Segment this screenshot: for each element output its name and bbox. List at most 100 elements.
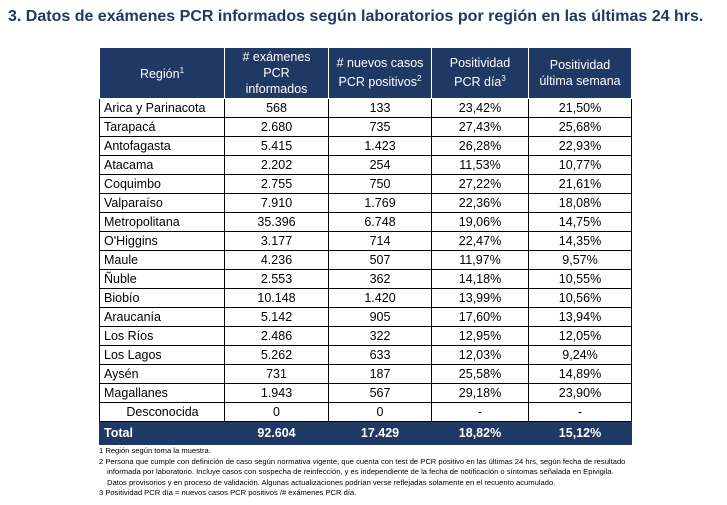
cell-region: Arica y Parinacota xyxy=(99,98,225,118)
cell-exams: 1.943 xyxy=(224,383,329,403)
cell-new-cases: 362 xyxy=(328,269,432,289)
table-row: Valparaíso 7.910 1.769 22,36% 18,08% xyxy=(99,193,632,213)
table-header-row: Región1 # exámenes PCR informados # nuevo… xyxy=(99,47,632,99)
cell-positivity-week: 21,61% xyxy=(528,174,632,194)
cell-new-cases: 254 xyxy=(328,155,432,175)
table-row: Metropolitana 35.396 6.748 19,06% 14,75% xyxy=(99,212,632,232)
cell-region: Tarapacá xyxy=(99,117,225,137)
cell-exams: 7.910 xyxy=(224,193,329,213)
cell-new-cases: 735 xyxy=(328,117,432,137)
footnote-2-cont: informada por laboratorio. Incluye casos… xyxy=(107,467,614,477)
cell-positivity-day: 29,18% xyxy=(431,383,529,403)
cell-exams: 0 xyxy=(224,402,329,422)
cell-positivity-week: 14,89% xyxy=(528,364,632,384)
table-row: Arica y Parinacota 568 133 23,42% 21,50% xyxy=(99,98,632,118)
cell-positivity-week: 21,50% xyxy=(528,98,632,118)
footnote-2-cont-2: Datos provisorios y en proceso de valida… xyxy=(107,477,556,487)
header-positivity-day: Positividad PCR día3 xyxy=(431,47,529,99)
footnote-3: 3 Positividad PCR día = nuevos casos PCR… xyxy=(99,488,357,498)
cell-new-cases: 133 xyxy=(328,98,432,118)
table-row: Ñuble 2.553 362 14,18% 10,55% xyxy=(99,269,632,289)
cell-new-cases: 1.420 xyxy=(328,288,432,308)
cell-positivity-week: 13,94% xyxy=(528,307,632,327)
cell-new-cases: 1.769 xyxy=(328,193,432,213)
cell-positivity-day: 12,95% xyxy=(431,326,529,346)
cell-exams: 3.177 xyxy=(224,231,329,251)
cell-positivity-week: 14,35% xyxy=(528,231,632,251)
cell-positivity-day: 12,03% xyxy=(431,345,529,365)
cell-new-cases: 567 xyxy=(328,383,432,403)
cell-positivity-week: 10,77% xyxy=(528,155,632,175)
cell-new-cases: 507 xyxy=(328,250,432,270)
footnote-2: 2 Persona que cumple con definición de c… xyxy=(99,456,626,466)
cell-region: O'Higgins xyxy=(99,231,225,251)
cell-exams: 10.148 xyxy=(224,288,329,308)
cell-exams: 731 xyxy=(224,364,329,384)
cell-new-cases: 633 xyxy=(328,345,432,365)
cell-positivity-week: 22,93% xyxy=(528,136,632,156)
footnotes: 1 Región según toma la muestra. 2 Person… xyxy=(99,446,719,499)
cell-positivity-week: 9,24% xyxy=(528,345,632,365)
cell-positivity-week: - xyxy=(528,402,632,422)
cell-exams: 2.553 xyxy=(224,269,329,289)
cell-new-cases: 6.748 xyxy=(328,212,432,232)
table-row: Los Ríos 2.486 322 12,95% 12,05% xyxy=(99,326,632,346)
table-row: Maule 4.236 507 11,97% 9,57% xyxy=(99,250,632,270)
cell-region: Magallanes xyxy=(99,383,225,403)
table-row: Antofagasta 5.415 1.423 26,28% 22,93% xyxy=(99,136,632,156)
cell-new-cases: 750 xyxy=(328,174,432,194)
cell-new-cases: 0 xyxy=(328,402,432,422)
footnote-1: 1 Región según toma la muestra. xyxy=(99,446,211,455)
cell-positivity-day: 25,58% xyxy=(431,364,529,384)
cell-region: Los Lagos xyxy=(99,345,225,365)
table-row: Desconocida 0 0- - xyxy=(99,402,632,422)
table-row: Tarapacá 2.680 735 27,43% 25,68% xyxy=(99,117,632,137)
total-label: Total xyxy=(99,421,225,445)
cell-positivity-day: 22,47% xyxy=(431,231,529,251)
cell-exams: 35.396 xyxy=(224,212,329,232)
cell-positivity-day: 19,06% xyxy=(431,212,529,232)
cell-exams: 5.142 xyxy=(224,307,329,327)
cell-new-cases: 905 xyxy=(328,307,432,327)
cell-positivity-day: - xyxy=(431,402,529,422)
cell-positivity-week: 10,55% xyxy=(528,269,632,289)
cell-region: Desconocida xyxy=(99,402,225,422)
table-row: Coquimbo 2.755 750 27,22% 21,61% xyxy=(99,174,632,194)
cell-positivity-week: 18,08% xyxy=(528,193,632,213)
cell-region: Los Ríos xyxy=(99,326,225,346)
cell-positivity-day: 27,43% xyxy=(431,117,529,137)
cell-exams: 2.486 xyxy=(224,326,329,346)
cell-region: Maule xyxy=(99,250,225,270)
cell-new-cases: 714 xyxy=(328,231,432,251)
header-region: Región1 xyxy=(99,47,225,99)
cell-exams: 5.415 xyxy=(224,136,329,156)
table-row: Biobío 10.148 1.420 13,99% 10,56% xyxy=(99,288,632,308)
cell-new-cases: 1.423 xyxy=(328,136,432,156)
table-row: Los Lagos 5.262 633 12,03% 9,24% xyxy=(99,345,632,365)
cell-positivity-day: 13,99% xyxy=(431,288,529,308)
total-positivity-week: 15,12% xyxy=(528,421,632,445)
cell-positivity-day: 17,60% xyxy=(431,307,529,327)
table-row: Atacama 2.202 254 11,53% 10,77% xyxy=(99,155,632,175)
table-row: Araucanía 5.142 905 17,60% 13,94% xyxy=(99,307,632,327)
total-row: Total 92.604 17.429 18,82% 15,12% xyxy=(99,421,632,445)
cell-positivity-week: 12,05% xyxy=(528,326,632,346)
cell-positivity-day: 23,42% xyxy=(431,98,529,118)
cell-positivity-day: 22,36% xyxy=(431,193,529,213)
cell-region: Valparaíso xyxy=(99,193,225,213)
pcr-table: Región1 # exámenes PCR informados # nuevo… xyxy=(99,47,632,445)
header-exams: # exámenes PCR informados xyxy=(224,47,329,99)
total-new-cases: 17.429 xyxy=(328,421,432,445)
cell-positivity-day: 11,53% xyxy=(431,155,529,175)
cell-exams: 5.262 xyxy=(224,345,329,365)
cell-positivity-day: 11,97% xyxy=(431,250,529,270)
cell-exams: 2.202 xyxy=(224,155,329,175)
header-new-cases: # nuevos casos PCR positivos2 xyxy=(328,47,432,99)
cell-region: Metropolitana xyxy=(99,212,225,232)
cell-positivity-week: 10,56% xyxy=(528,288,632,308)
section-title: 3. Datos de exámenes PCR informados segú… xyxy=(8,8,704,25)
cell-region: Araucanía xyxy=(99,307,225,327)
cell-exams: 568 xyxy=(224,98,329,118)
cell-new-cases: 187 xyxy=(328,364,432,384)
cell-exams: 4.236 xyxy=(224,250,329,270)
